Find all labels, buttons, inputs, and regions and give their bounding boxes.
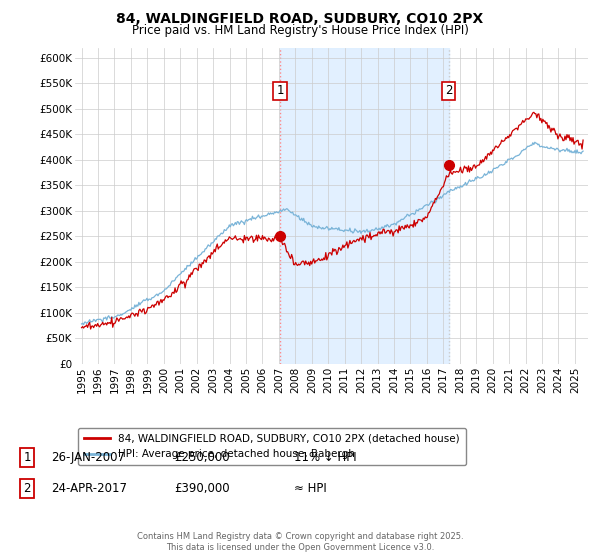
Text: £250,000: £250,000 — [174, 451, 230, 464]
Legend: 84, WALDINGFIELD ROAD, SUDBURY, CO10 2PX (detached house), HPI: Average price, d: 84, WALDINGFIELD ROAD, SUDBURY, CO10 2PX… — [77, 428, 466, 465]
Text: 1: 1 — [276, 85, 284, 97]
Bar — [280, 48, 449, 364]
Text: £390,000: £390,000 — [174, 482, 230, 495]
Text: Contains HM Land Registry data © Crown copyright and database right 2025.
This d: Contains HM Land Registry data © Crown c… — [137, 532, 463, 552]
Text: 2: 2 — [445, 85, 452, 97]
Text: 1: 1 — [23, 451, 31, 464]
Text: 2: 2 — [23, 482, 31, 495]
Text: 24-APR-2017: 24-APR-2017 — [51, 482, 127, 495]
Text: 26-JAN-2007: 26-JAN-2007 — [51, 451, 125, 464]
Text: ≈ HPI: ≈ HPI — [294, 482, 327, 495]
Text: Price paid vs. HM Land Registry's House Price Index (HPI): Price paid vs. HM Land Registry's House … — [131, 24, 469, 36]
Text: 84, WALDINGFIELD ROAD, SUDBURY, CO10 2PX: 84, WALDINGFIELD ROAD, SUDBURY, CO10 2PX — [116, 12, 484, 26]
Text: 11% ↓ HPI: 11% ↓ HPI — [294, 451, 356, 464]
